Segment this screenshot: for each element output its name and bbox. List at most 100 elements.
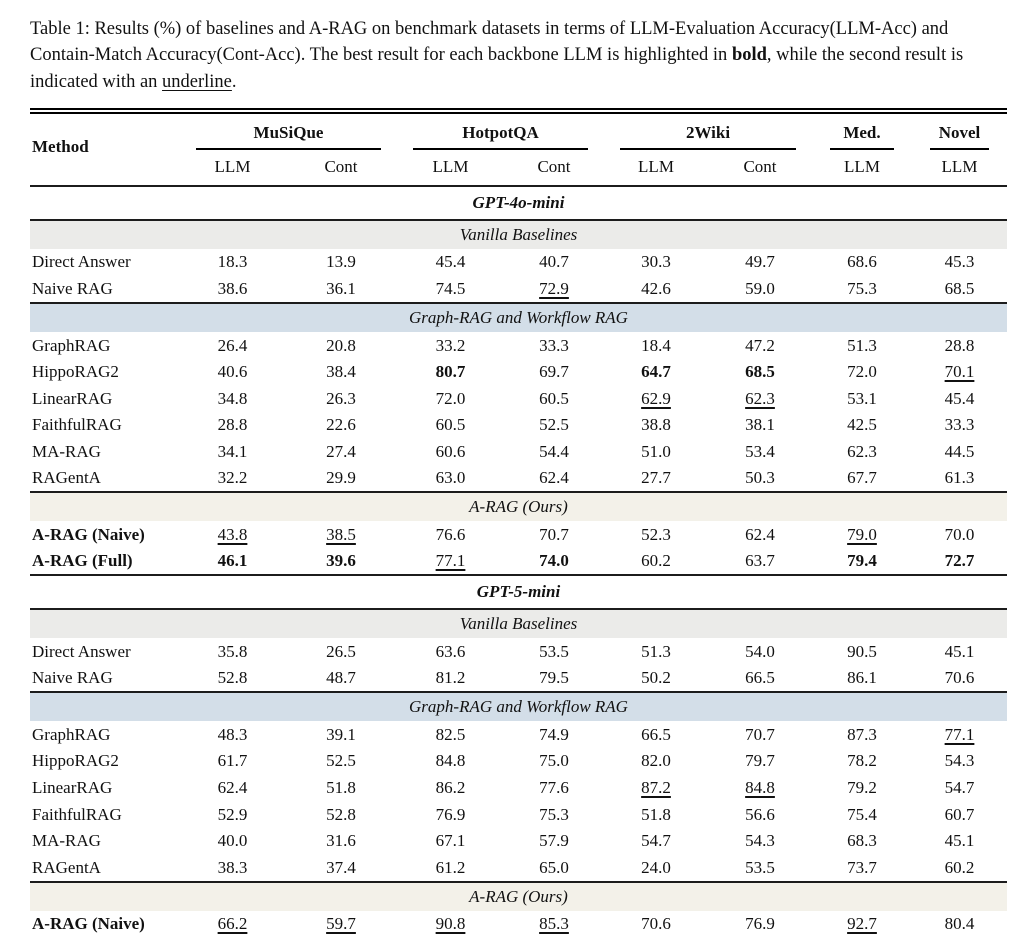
table-header: Method MuSiQue HotpotQA 2Wiki Med. Novel… bbox=[30, 110, 1007, 187]
method-cell: GraphRAG bbox=[30, 721, 180, 748]
value-cell: 42.5 bbox=[812, 411, 912, 439]
value-cell: 36.1 bbox=[285, 275, 397, 303]
table-row: GraphRAG 26.4 20.8 33.2 33.3 18.4 47.2 51.3 28.8 bbox=[30, 332, 1007, 359]
value-cell: 49.7 bbox=[708, 248, 812, 276]
method-cell: RAGentA bbox=[30, 854, 180, 882]
value-cell: 72.0 bbox=[812, 358, 912, 386]
value-cell: 38.1 bbox=[708, 411, 812, 439]
value-cell: 82.5 bbox=[397, 721, 504, 748]
value-cell: 67.7 bbox=[812, 464, 912, 493]
table-row: A-RAG (Naive) 43.8 38.5 76.6 70.7 52.3 62.4 79.… bbox=[30, 521, 1007, 548]
table-row: Direct Answer 18.3 13.9 45.4 40.7 30.3 49.7 68.… bbox=[30, 248, 1007, 276]
value-cell: 52.8 bbox=[180, 664, 285, 693]
value-cell: 63.0 bbox=[397, 464, 504, 493]
value-cell: 86.1 bbox=[812, 664, 912, 693]
value-cell: 60.6 bbox=[397, 438, 504, 465]
value-cell: 24.0 bbox=[604, 854, 708, 882]
value-cell: 56.6 bbox=[708, 801, 812, 828]
value-cell: 27.7 bbox=[604, 464, 708, 493]
caption-bold-word: bold bbox=[731, 45, 767, 66]
subcolumn-header-2wiki-llm: LLM bbox=[604, 149, 708, 187]
value-cell: 63.6 bbox=[397, 638, 504, 665]
value-cell: 70.1 bbox=[912, 358, 1007, 386]
value-cell: 76.9 bbox=[397, 801, 504, 828]
model-header-row: GPT-5-mini bbox=[30, 574, 1007, 611]
value-cell: 93.1 bbox=[812, 937, 912, 943]
value-cell: 76.9 bbox=[708, 910, 812, 938]
value-cell: 34.1 bbox=[180, 438, 285, 465]
subcolumn-header-musique-llm: LLM bbox=[180, 149, 285, 187]
value-cell: 68.6 bbox=[812, 248, 912, 276]
method-cell: A-RAG (Full) bbox=[30, 937, 180, 943]
value-cell: 62.4 bbox=[504, 464, 604, 493]
table-row: RAGentA 38.3 37.4 61.2 65.0 24.0 53.5 73.7 60.2 bbox=[30, 854, 1007, 882]
group-header-row: Method MuSiQue HotpotQA 2Wiki Med. Novel bbox=[30, 110, 1007, 187]
value-cell: 44.5 bbox=[912, 438, 1007, 465]
value-cell: 22.6 bbox=[285, 411, 397, 439]
method-cell: MA-RAG bbox=[30, 438, 180, 465]
table-caption: Table 1: Results (%) of baselines and A-… bbox=[30, 16, 1007, 95]
model-name: GPT-4o-mini bbox=[30, 184, 1007, 221]
table-row: RAGentA 32.2 29.9 63.0 62.4 27.7 50.3 67.7 61.3 bbox=[30, 464, 1007, 493]
method-cell: HippoRAG2 bbox=[30, 747, 180, 775]
value-cell: 51.3 bbox=[604, 638, 708, 665]
method-cell: FaithfulRAG bbox=[30, 801, 180, 828]
subsection-header-row: Graph-RAG and Workflow RAG bbox=[30, 691, 1007, 722]
value-cell: 62.3 bbox=[812, 438, 912, 465]
value-cell: 80.4 bbox=[912, 910, 1007, 938]
value-cell: 73.7 bbox=[812, 854, 912, 882]
subsection-header-row: Graph-RAG and Workflow RAG bbox=[30, 301, 1007, 333]
value-cell: 34.8 bbox=[180, 385, 285, 412]
value-cell: 85.3 bbox=[912, 937, 1007, 943]
subsection-title: Graph-RAG and Workflow RAG bbox=[30, 691, 1007, 722]
value-cell: 84.8 bbox=[708, 774, 812, 802]
value-cell: 63.7 bbox=[708, 547, 812, 576]
group-label-musique: MuSiQue bbox=[196, 123, 381, 150]
value-cell: 90.8 bbox=[397, 910, 504, 938]
value-cell: 74.5 bbox=[397, 275, 504, 303]
method-cell: Naive RAG bbox=[30, 275, 180, 303]
value-cell: 88.0 bbox=[504, 937, 604, 943]
value-cell: 72.9 bbox=[504, 275, 604, 303]
value-cell: 37.4 bbox=[285, 854, 397, 882]
value-cell: 53.1 bbox=[812, 385, 912, 412]
value-cell: 70.0 bbox=[912, 521, 1007, 548]
value-cell: 33.3 bbox=[504, 332, 604, 359]
table-row: HippoRAG2 61.7 52.5 84.8 75.0 82.0 79.7 78.2 54.… bbox=[30, 747, 1007, 775]
value-cell: 54.3 bbox=[912, 747, 1007, 775]
model-header-row: GPT-4o-mini bbox=[30, 184, 1007, 221]
value-cell: 40.0 bbox=[180, 827, 285, 855]
value-cell: 30.3 bbox=[604, 248, 708, 276]
value-cell: 66.5 bbox=[604, 721, 708, 748]
value-cell: 85.3 bbox=[504, 910, 604, 938]
value-cell: 53.4 bbox=[708, 438, 812, 465]
model-name: GPT-5-mini bbox=[30, 574, 1007, 611]
value-cell: 45.1 bbox=[912, 827, 1007, 855]
value-cell: 13.9 bbox=[285, 248, 397, 276]
value-cell: 86.2 bbox=[397, 774, 504, 802]
value-cell: 51.8 bbox=[604, 801, 708, 828]
subcolumn-header-row: LLM Cont LLM Cont LLM Cont LLM LLM bbox=[30, 149, 1007, 187]
subsection-title: Vanilla Baselines bbox=[30, 218, 1007, 249]
value-cell: 92.7 bbox=[812, 910, 912, 938]
table-row: LinearRAG 34.8 26.3 72.0 60.5 62.9 62.3 53.1 45.… bbox=[30, 385, 1007, 412]
value-cell: 40.6 bbox=[180, 358, 285, 386]
value-cell: 72.7 bbox=[912, 547, 1007, 576]
value-cell: 72.0 bbox=[397, 385, 504, 412]
value-cell: 64.7 bbox=[604, 358, 708, 386]
value-cell: 45.3 bbox=[912, 248, 1007, 276]
subsection-header-row: Vanilla Baselines bbox=[30, 608, 1007, 639]
value-cell: 38.4 bbox=[285, 358, 397, 386]
value-cell: 70.6 bbox=[912, 664, 1007, 693]
method-cell: LinearRAG bbox=[30, 385, 180, 412]
group-label-2wiki: 2Wiki bbox=[620, 123, 796, 150]
value-cell: 84.8 bbox=[397, 747, 504, 775]
method-cell: MA-RAG bbox=[30, 827, 180, 855]
value-cell: 60.5 bbox=[504, 385, 604, 412]
value-cell: 35.8 bbox=[180, 638, 285, 665]
value-cell: 61.3 bbox=[912, 464, 1007, 493]
group-header-hotpotqa: HotpotQA bbox=[397, 111, 604, 150]
table-row: MA-RAG 34.1 27.4 60.6 54.4 51.0 53.4 62.3 44.5 bbox=[30, 438, 1007, 465]
subcolumn-header-med-llm: LLM bbox=[812, 149, 912, 187]
